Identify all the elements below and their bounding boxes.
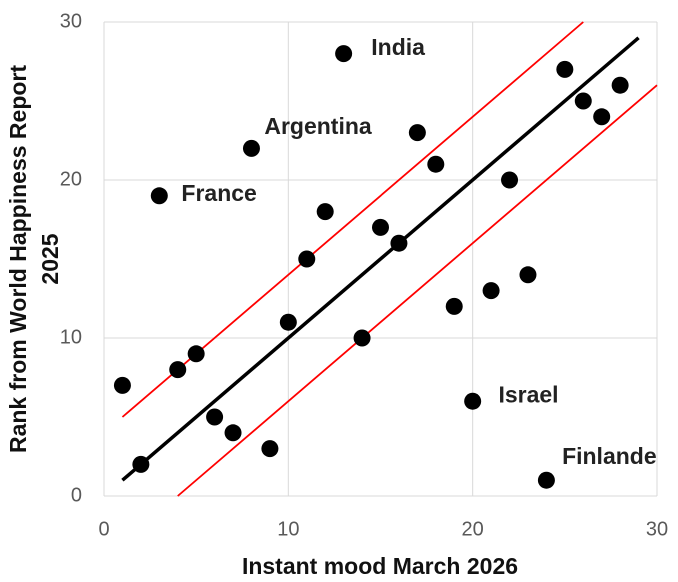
point [574,92,592,110]
point [224,424,242,442]
point [427,155,445,173]
point [482,282,500,300]
point [316,203,334,221]
point [519,266,537,284]
point [279,313,297,331]
x-tick-label: 0 [98,518,109,540]
line [177,84,658,497]
point [353,329,371,347]
point [593,108,611,126]
annotation: Finlande [562,443,657,469]
point [335,45,353,63]
line [121,36,640,482]
point [372,218,389,236]
point [150,187,168,205]
y-tick-label: 0 [71,484,82,506]
y-axis-label: 2025 [37,233,63,284]
x-tick-label: 20 [462,518,484,540]
point [464,392,482,410]
annotation: Argentina [264,113,372,139]
point [298,250,316,268]
point [408,124,426,142]
x-tick-label: 30 [646,518,668,540]
x-axis-label: Instant mood March 2026 [242,553,518,579]
point [261,440,279,458]
point [132,455,150,473]
annotation: France [181,180,256,206]
point [611,76,629,94]
point [169,361,187,379]
point [113,376,131,394]
y-tick-label: 10 [60,326,82,348]
annotation: Israel [498,382,558,408]
y-tick-label: 20 [60,168,82,190]
annotation: India [371,34,425,60]
y-axis-label: Rank from World Happiness Report [5,65,31,453]
point [242,139,260,157]
y-tick-label: 30 [60,10,82,32]
point [206,408,224,426]
point [501,171,519,189]
point [187,345,205,363]
point [556,60,574,78]
point [390,234,408,252]
point [445,297,463,315]
x-tick-label: 10 [277,518,299,540]
point [537,471,555,489]
